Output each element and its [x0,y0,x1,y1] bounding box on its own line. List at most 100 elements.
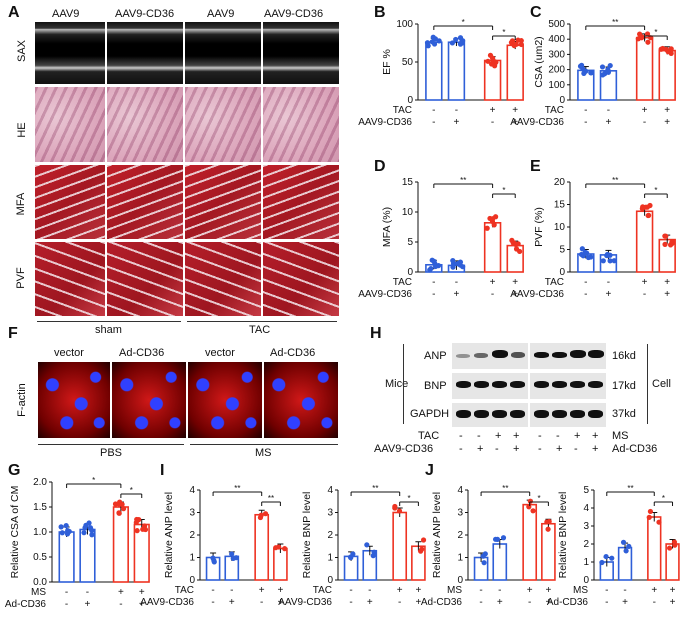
y-tick-label: 200 [548,65,565,76]
data-point [518,41,524,48]
data-point [581,70,587,77]
condition-sign: - [653,597,656,608]
h-sign: - [495,443,499,455]
condition-sign: - [605,597,608,608]
pvf-image-3 [185,242,261,316]
data-point [120,506,127,512]
band [474,381,489,388]
mice-bracket [403,344,404,424]
data-point [65,527,71,534]
panel-f-col-4: Ad-CD36 [270,347,316,359]
bar [447,41,466,101]
y-tick-label: 0 [559,267,565,278]
panel-a-col-3: AAV9 [207,8,235,20]
condition-sign: - [349,585,352,596]
h-sign: + [556,443,563,455]
panel-a-col-1: AAV9 [52,8,80,20]
panel-label-a: A [8,4,20,21]
band [474,353,488,358]
data-point [58,524,64,530]
y-tick-label: 2.0 [33,477,47,488]
data-point [89,532,95,538]
condition-sign: + [454,289,460,300]
condition-sign: + [664,277,670,288]
data-point [489,216,496,222]
data-point [530,508,536,514]
data-point [89,527,95,534]
condition-sign: + [642,277,648,288]
data-point [645,39,651,45]
y-tick-label: 4 [457,485,463,496]
data-point [600,72,606,78]
data-point [515,241,521,247]
factin-image-4 [264,362,338,438]
mfa-image-2 [107,165,183,239]
data-point [662,233,668,239]
band [492,350,508,358]
condition-sign: - [455,277,458,288]
protein-gapdh: GAPDH [410,408,450,420]
y-tick-label: 20 [554,177,566,188]
significance-label: * [502,28,505,37]
h-sign: + [592,443,599,455]
bar [635,210,654,273]
pbs-group-line [38,444,184,445]
band [492,410,507,418]
data-point [609,555,615,561]
significance-label: ** [234,484,240,493]
condition-sign: + [512,105,518,116]
condition-sign: + [454,117,460,128]
significance-label: ** [502,484,508,493]
bar [425,41,443,101]
data-point [428,265,434,272]
pvf-image-4 [263,242,339,316]
significance-label: * [537,494,540,503]
data-point [432,36,439,42]
significance-label: * [502,186,505,195]
bar [541,522,556,581]
data-point [579,246,585,252]
size-37kd: 37kd [612,408,636,420]
y-tick-label: 4 [583,503,589,514]
data-point [639,205,645,212]
condition-sign: - [584,289,587,300]
bar [658,49,676,101]
condition-label: MS [31,587,46,598]
y-tick-label: 0 [407,267,413,278]
data-point [656,519,662,525]
significance-label: ** [612,176,618,185]
condition-sign: - [211,597,214,608]
y-tick-label: 300 [548,49,565,60]
data-point [454,260,461,267]
data-point [481,560,487,566]
band [570,381,585,388]
data-point [604,252,610,259]
condition-sign: + [545,597,551,608]
condition-sign: + [229,597,235,608]
significance-label: ** [460,176,466,185]
data-point [63,523,69,529]
data-point [282,546,288,552]
condition-sign: + [490,105,496,116]
condition-sign: + [277,585,283,596]
protein-bnp: BNP [424,380,447,392]
data-point [607,258,613,264]
y-tick-label: 2 [583,539,589,550]
cell-bracket [647,344,648,424]
y-axis-label: Relative ANP level [163,492,175,578]
data-point [257,514,264,521]
h-sign: + [513,443,520,455]
tac-group-line [187,321,337,322]
condition-label: AAV9-CD36 [510,289,564,300]
data-point [273,545,279,551]
condition-sign: - [643,289,646,300]
data-point [86,520,92,526]
bar [647,516,662,581]
condition-sign: + [664,117,670,128]
condition-sign: - [491,117,494,128]
y-tick-label: 3 [457,508,463,519]
condition-sign: + [512,289,518,300]
data-point [623,548,629,554]
y-axis-label: EF % [381,49,393,75]
y-axis-label: Relative BNP level [301,492,313,579]
